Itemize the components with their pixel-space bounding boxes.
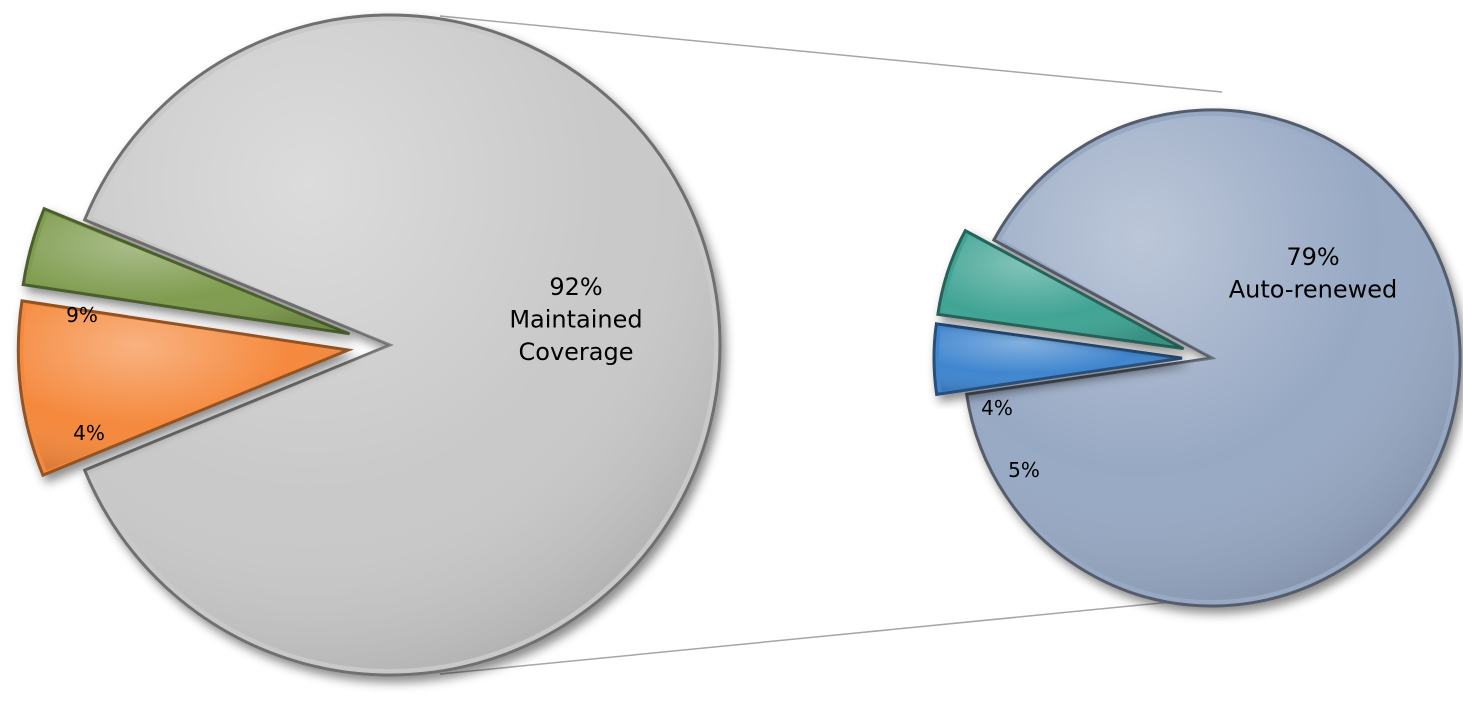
connector-line-top — [439, 15, 1223, 93]
pie-2-main-label-line: Auto-renewed — [1229, 275, 1398, 303]
pie-2-main-label: 79% Auto-renewed — [1229, 243, 1398, 303]
pie-2-label-4pct: 4% — [981, 396, 1013, 420]
pie-chart-secondary — [932, 108, 1462, 608]
pie-1-main-label-line: Maintained — [509, 305, 642, 333]
pie-1-slice-4pct-highlight — [28, 213, 350, 334]
pie-2-slice-4pct-highlight — [939, 326, 1183, 392]
data-labels: 92% Maintained Coverage 9% 4% 79% Auto-renewed… — [66, 243, 1397, 482]
pie-2-main-label-line: 79% — [1286, 243, 1339, 271]
pie-2-slice-main-highlight — [973, 115, 1454, 600]
pie-1-main-label-line: Coverage — [519, 338, 634, 366]
pie-1-slice-9pct-highlight — [23, 304, 349, 471]
pie-1-label-4pct: 4% — [73, 421, 105, 445]
pie-1-slice-main-highlight — [92, 21, 715, 670]
pie-1-label-9pct: 9% — [66, 303, 98, 327]
connector-line-bottom — [439, 596, 1223, 675]
pie-chart-main — [16, 13, 722, 677]
pie-1-main-label-line: 92% — [549, 273, 602, 301]
connector-lines — [439, 15, 1223, 675]
pie-2-slice-5pct-highlight — [943, 234, 1184, 349]
pie-2-label-5pct: 5% — [1008, 458, 1040, 482]
pie-1-main-label: 92% Maintained Coverage — [509, 273, 642, 366]
